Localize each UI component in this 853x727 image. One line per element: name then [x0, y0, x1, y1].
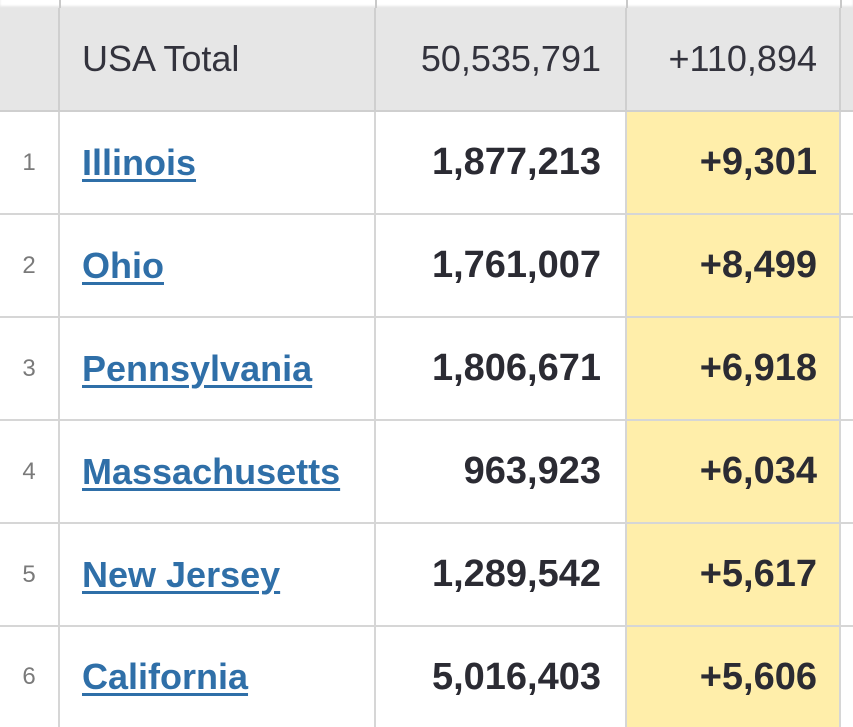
table-row: 5 New Jersey 1,289,542 +5,617: [0, 524, 853, 627]
edge-cell: [841, 318, 853, 419]
rank-cell: 2: [0, 215, 60, 316]
new-cases: +8,499: [699, 244, 817, 286]
new-cases-cell: +9,301: [627, 112, 841, 213]
rank-cell: 3: [0, 318, 60, 419]
total-cases: 1,761,007: [431, 244, 601, 286]
total-cases-cell: 1,806,671: [376, 318, 627, 419]
state-link-ohio[interactable]: Ohio: [82, 244, 164, 286]
table-row: 4 Massachusetts 963,923 +6,034: [0, 421, 853, 524]
total-cases-cell: 50,535,791: [376, 8, 627, 110]
total-cases: 1,877,213: [431, 141, 601, 183]
state-link-new-jersey[interactable]: New Jersey: [82, 553, 281, 595]
total-cases: 1,806,671: [431, 347, 601, 389]
total-label-cell: USA Total: [60, 8, 376, 110]
new-cases-cell: +8,499: [627, 215, 841, 316]
rank-cell: 4: [0, 421, 60, 522]
new-cases: +9,301: [699, 141, 817, 183]
usa-total-row: USA Total 50,535,791 +110,894: [0, 8, 853, 112]
total-cases-cell: 1,877,213: [376, 112, 627, 213]
edge-cell: [841, 524, 853, 625]
total-cases-cell: 963,923: [376, 421, 627, 522]
table-row: 6 California 5,016,403 +5,606: [0, 627, 853, 727]
rank-cell: 6: [0, 627, 60, 727]
new-cases-cell: +6,918: [627, 318, 841, 419]
total-new-cases: +110,894: [668, 38, 817, 79]
edge-cell: [841, 627, 853, 727]
state-name-cell: Ohio: [60, 215, 376, 316]
rank-cell: [0, 8, 60, 110]
total-cases: 50,535,791: [420, 38, 601, 79]
table-row: 3 Pennsylvania 1,806,671 +6,918: [0, 318, 853, 421]
edge-cell: [841, 215, 853, 316]
total-cases-cell: 1,289,542: [376, 524, 627, 625]
state-link-pennsylvania[interactable]: Pennsylvania: [82, 347, 313, 389]
state-name-cell: Illinois: [60, 112, 376, 213]
state-name-cell: Massachusetts: [60, 421, 376, 522]
total-cases: 5,016,403: [431, 655, 601, 698]
rank-cell: 5: [0, 524, 60, 625]
new-cases: +6,034: [699, 450, 817, 492]
state-link-massachusetts[interactable]: Massachusetts: [82, 450, 341, 492]
edge-cell: [841, 112, 853, 213]
new-cases: +5,606: [699, 655, 817, 698]
state-name-cell: Pennsylvania: [60, 318, 376, 419]
state-name-cell: New Jersey: [60, 524, 376, 625]
total-cases: 963,923: [463, 450, 601, 492]
header-edge: [0, 0, 853, 8]
total-cases-cell: 5,016,403: [376, 627, 627, 727]
new-cases-cell: +6,034: [627, 421, 841, 522]
total-cases-cell: 1,761,007: [376, 215, 627, 316]
total-new-cases-cell: +110,894: [627, 8, 841, 110]
rank-cell: 1: [0, 112, 60, 213]
state-name-cell: California: [60, 627, 376, 727]
state-link-california[interactable]: California: [82, 656, 249, 697]
new-cases: +5,617: [699, 553, 817, 595]
table-row: 2 Ohio 1,761,007 +8,499: [0, 215, 853, 318]
usa-total-label: USA Total: [82, 38, 240, 79]
edge-cell: [841, 421, 853, 522]
new-cases-cell: +5,606: [627, 627, 841, 727]
new-cases: +6,918: [699, 347, 817, 389]
edge-cell: [841, 8, 853, 110]
new-cases-cell: +5,617: [627, 524, 841, 625]
total-cases: 1,289,542: [431, 553, 601, 595]
state-link-illinois[interactable]: Illinois: [82, 141, 197, 183]
table-row: 1 Illinois 1,877,213 +9,301: [0, 112, 853, 215]
